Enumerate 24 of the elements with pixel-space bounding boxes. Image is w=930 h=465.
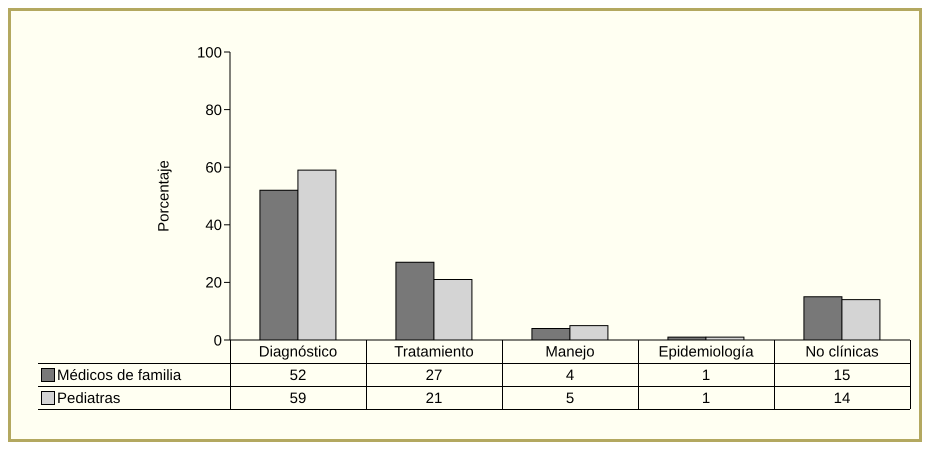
x-tick-label: Tratamiento	[394, 344, 474, 361]
y-axis-title: Porcentaje	[155, 160, 172, 232]
y-tick-label: 80	[205, 102, 222, 119]
x-tick-label: Manejo	[545, 344, 595, 361]
data-label: 21	[424, 390, 444, 406]
data-label: 14	[832, 390, 852, 406]
data-label: 15	[832, 366, 852, 384]
legend-label: Pediatras	[57, 390, 120, 406]
y-tick-label: 40	[205, 217, 222, 234]
y-tick-label: 60	[205, 160, 222, 177]
data-label: 5	[564, 390, 576, 406]
data-label: 4	[564, 366, 576, 384]
x-tick-label: No clínicas	[805, 344, 879, 361]
x-tick-label: Epidemiología	[658, 344, 754, 361]
y-tick-label: 100	[196, 44, 222, 62]
data-label: 27	[424, 366, 444, 384]
data-label: 1	[700, 366, 712, 384]
y-tick-label: 20	[205, 274, 222, 292]
data-label: 52	[288, 366, 308, 384]
data-label: 1	[700, 390, 712, 406]
data-label: 59	[288, 390, 308, 406]
y-tick-label: 0	[214, 332, 222, 350]
x-tick-label: Diagnóstico	[258, 344, 338, 361]
legend-label: Médicos de familia	[57, 366, 182, 384]
